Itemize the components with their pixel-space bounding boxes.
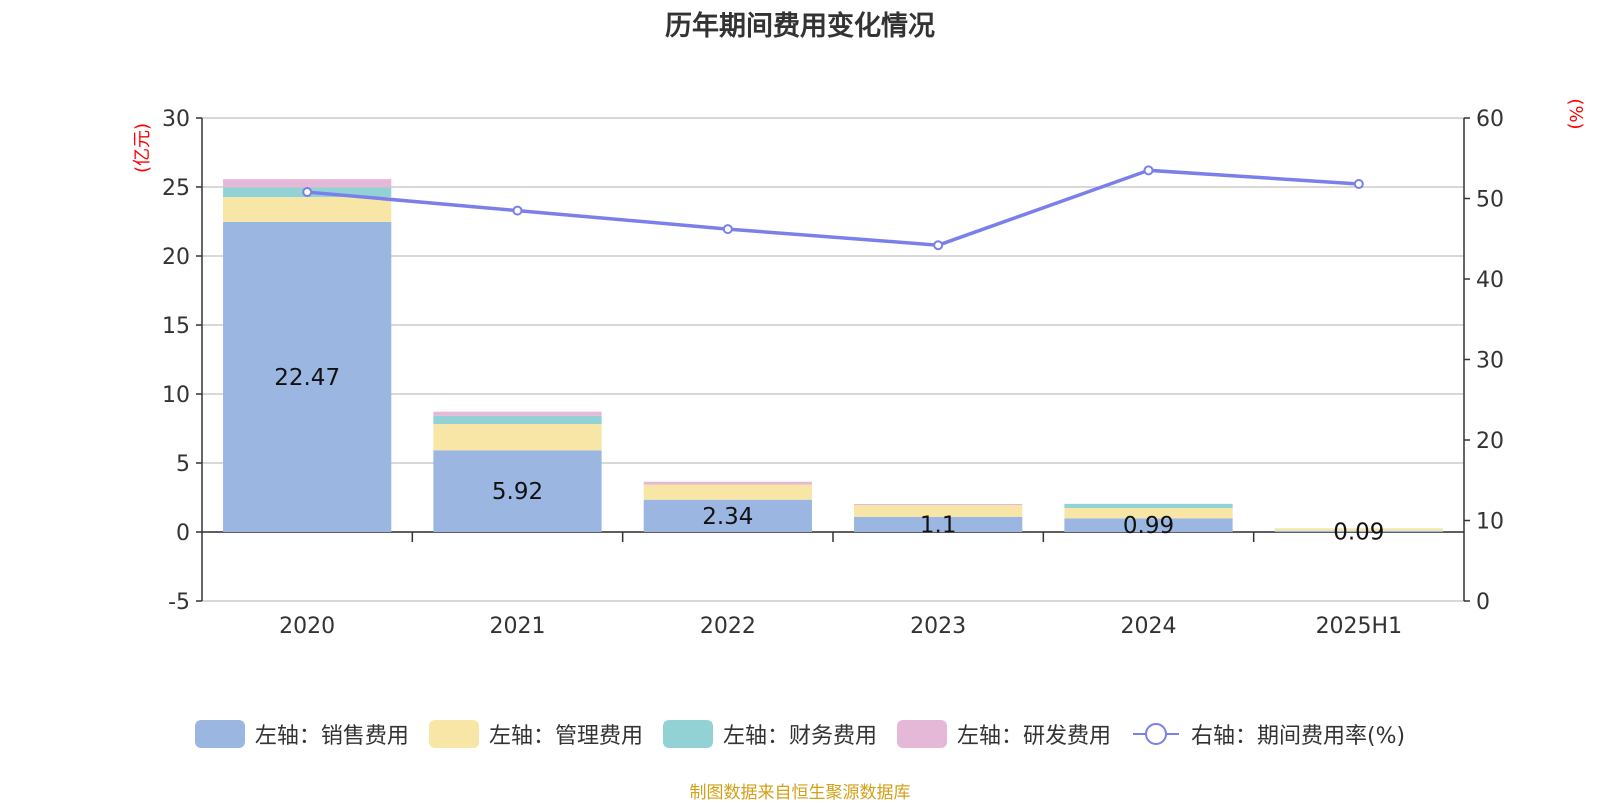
bar-segment-3	[643, 481, 812, 485]
legend-item-rd[interactable]: 左轴：研发费用	[896, 718, 1111, 750]
legend-item-expense-ratio[interactable]: 右轴：期间费用率(%)	[1131, 718, 1405, 750]
legend-label-admin: 左轴：管理费用	[488, 724, 643, 749]
bar-data-label: 0.09	[1333, 519, 1384, 545]
right-axis-tick-label: 0	[1476, 590, 1490, 615]
expense-ratio-point	[1143, 165, 1154, 176]
legend: 左轴：销售费用 左轴：管理费用 左轴：财务费用 左轴：研发费用 右轴：期间费用率…	[0, 718, 1600, 750]
legend-item-finance[interactable]: 左轴：财务费用	[662, 718, 877, 750]
right-axis-tick-label: 40	[1476, 268, 1504, 293]
legend-item-admin[interactable]: 左轴：管理费用	[428, 718, 643, 750]
left-axis-tick-label: -5	[168, 590, 190, 615]
bar-data-label: 5.92	[492, 479, 543, 505]
expense-ratio-point	[302, 187, 313, 198]
expense-ratio-point	[933, 240, 944, 251]
bar-segment-0	[643, 499, 812, 532]
bar-segment-1	[433, 424, 602, 451]
bar-segment-1	[223, 197, 392, 222]
right-axis-tick-label: 60	[1476, 107, 1504, 132]
bar-data-label: 1.1	[920, 512, 957, 538]
x-axis-tick-label: 2025H1	[1316, 614, 1403, 639]
bar-segment-0	[1064, 518, 1233, 532]
bar-segment-1	[1274, 528, 1443, 531]
expense-ratio-line	[307, 168, 1359, 247]
bar-segment-1	[854, 505, 1023, 517]
bar-segment-3	[854, 503, 1023, 506]
bar-data-label: 2.34	[702, 504, 753, 530]
legend-label-sales: 左轴：销售费用	[254, 724, 409, 749]
bar-segment-3	[223, 179, 392, 188]
source-note: 制图数据来自恒生聚源数据库	[689, 783, 911, 803]
x-axis-tick-label: 2024	[1121, 614, 1177, 639]
left-axis-tick-label: 25	[162, 176, 190, 201]
bar-segment-1	[643, 484, 812, 500]
expense-ratio-point	[1353, 179, 1364, 190]
right-axis-label: (%)	[1565, 98, 1586, 129]
right-axis-tick-label: 50	[1476, 188, 1504, 213]
right-axis-tick-label: 10	[1476, 510, 1504, 535]
bar-segment-0	[1274, 530, 1443, 532]
x-axis-tick-label: 2020	[279, 614, 335, 639]
left-axis-tick-label: 30	[162, 107, 190, 132]
bar-segment-0	[223, 221, 392, 532]
left-axis-tick-label: 0	[176, 521, 190, 546]
left-axis-tick-label: 5	[176, 452, 190, 477]
bar-segment-2	[1064, 503, 1233, 508]
left-axis-tick-label: 20	[162, 245, 190, 270]
bar-data-label: 0.99	[1123, 513, 1174, 539]
left-axis-label: (亿元)	[132, 123, 153, 173]
legend-label-expense-ratio: 右轴：期间费用率(%)	[1190, 724, 1406, 749]
chart-title: 历年期间费用变化情况	[665, 11, 935, 42]
left-axis-tick-label: 15	[162, 314, 190, 339]
legend-swatch-rd	[896, 720, 947, 748]
legend-line-marker-icon	[1132, 723, 1179, 745]
x-axis-tick-label: 2021	[490, 614, 546, 639]
legend-label-rd: 左轴：研发费用	[956, 724, 1111, 749]
bar-segment-1	[1064, 507, 1233, 519]
bar-segment-0	[433, 450, 602, 532]
right-axis-tick-label: 30	[1476, 349, 1504, 374]
bar-segment-2	[433, 415, 602, 425]
bar-segment-0	[854, 516, 1023, 532]
bar-data-label: 22.47	[274, 365, 340, 391]
x-axis-tick-label: 2022	[700, 614, 756, 639]
legend-swatch-sales	[194, 720, 245, 748]
left-axis-tick-label: 10	[162, 383, 190, 408]
legend-item-sales[interactable]: 左轴：销售费用	[194, 718, 409, 750]
right-axis-tick-label: 20	[1476, 429, 1504, 454]
legend-label-finance: 左轴：财务费用	[722, 724, 877, 749]
legend-swatch-admin	[428, 720, 479, 748]
x-axis-tick-label: 2023	[910, 614, 966, 639]
bar-segment-3	[433, 411, 602, 416]
expense-ratio-point	[512, 205, 523, 216]
expense-ratio-point	[722, 224, 733, 235]
legend-swatch-finance	[662, 720, 713, 748]
